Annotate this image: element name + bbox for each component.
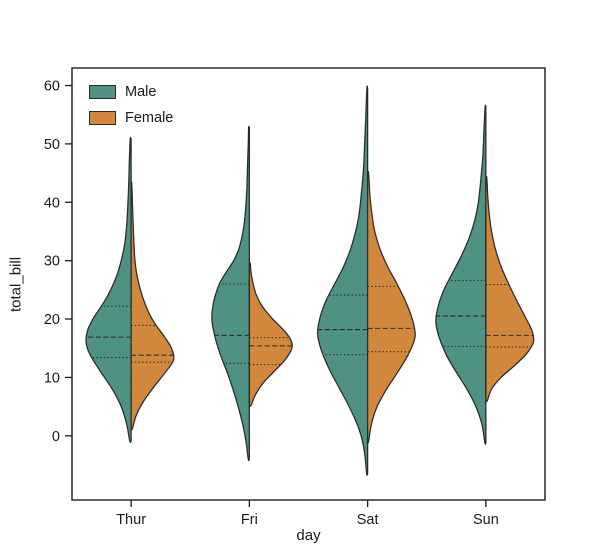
y-tick-label: 50: [44, 137, 60, 153]
violin-sun-male: [435, 104, 487, 445]
y-tick-label: 30: [44, 254, 60, 270]
violin-fri-female: [248, 262, 293, 407]
y-tick-label: 40: [44, 195, 60, 211]
y-axis-label: total_bill: [7, 256, 25, 312]
violin-body: [211, 125, 251, 462]
legend: Male Female: [89, 84, 173, 126]
x-tick-label-fri: Fri: [241, 512, 258, 528]
violin-body: [435, 104, 487, 445]
violin-body: [367, 170, 416, 444]
x-tick-label-sat: Sat: [357, 512, 379, 528]
legend-swatch-female: [89, 111, 116, 125]
y-tick-label: 0: [52, 429, 60, 445]
violin-body: [485, 175, 535, 403]
y-tick-label: 10: [44, 370, 60, 386]
violin-body: [316, 85, 369, 476]
legend-item-female: Female: [89, 110, 173, 126]
x-axis-label: day: [296, 527, 321, 544]
violin-body: [130, 181, 175, 431]
legend-item-male: Male: [89, 84, 173, 100]
plot-frame: [71, 67, 546, 501]
violin-thur-female: [130, 181, 175, 431]
legend-label-male: Male: [125, 84, 157, 100]
violin-body: [85, 136, 132, 443]
x-tick-label-sun: Sun: [473, 512, 499, 528]
violin-sat-male: [316, 85, 369, 476]
violin-body: [248, 262, 293, 407]
violin-thur-male: [85, 136, 132, 443]
legend-label-female: Female: [125, 110, 174, 126]
violin-fri-male: [211, 125, 251, 462]
y-tick-label: 60: [44, 79, 60, 95]
violin-sun-female: [485, 175, 535, 403]
y-tick-label: 20: [44, 312, 60, 328]
x-tick-label-thur: Thur: [116, 512, 146, 528]
violin-sat-female: [367, 170, 416, 444]
legend-swatch-male: [89, 85, 116, 99]
